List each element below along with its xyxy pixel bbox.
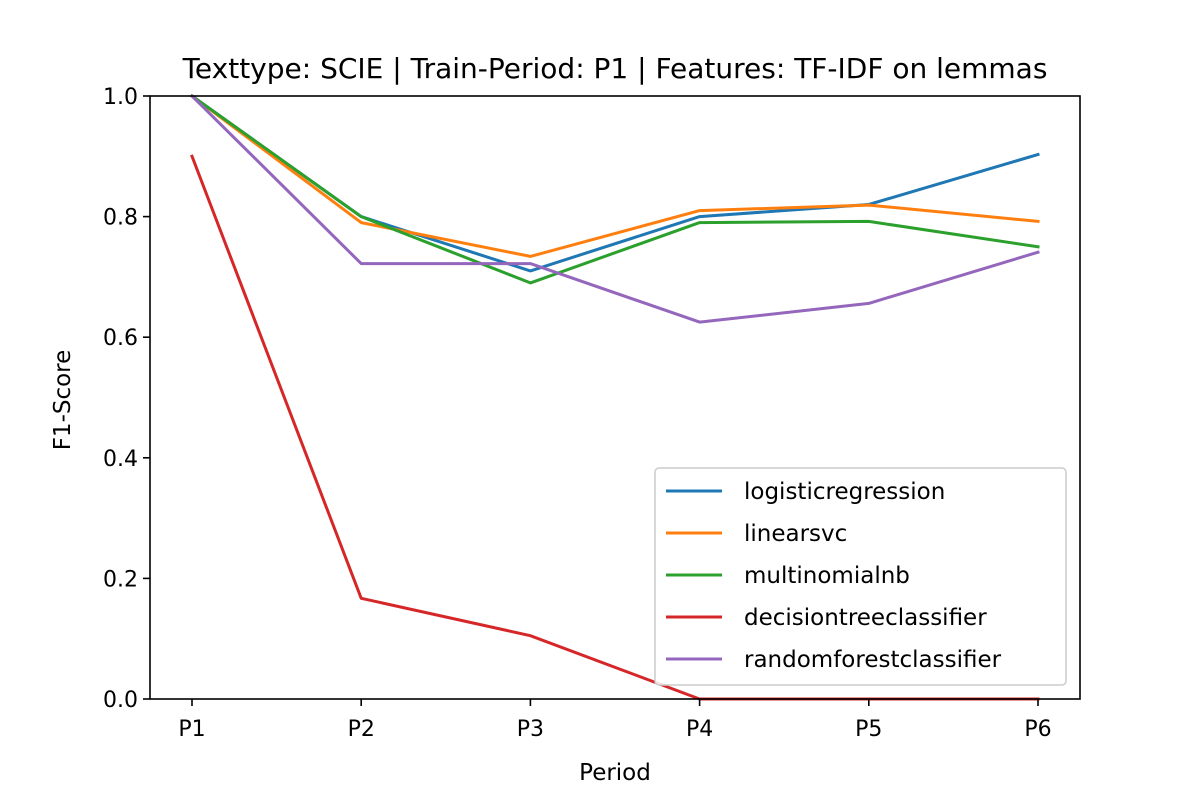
legend-label-linearsvc: linearsvc — [744, 521, 847, 547]
legend-label-decisiontreeclassifier: decisiontreeclassifier — [744, 605, 987, 631]
series-line-multinomialnb — [189, 93, 1040, 285]
x-tick-label: P5 — [855, 717, 882, 742]
series-line-logisticregression — [189, 93, 1040, 273]
series-line-linearsvc — [189, 93, 1040, 258]
legend-box — [654, 467, 1067, 686]
legend-label-multinomialnb: multinomialnb — [744, 563, 910, 589]
x-tick-label: P4 — [686, 717, 713, 742]
legend-label-randomforestclassifier: randomforestclassifier — [744, 647, 1002, 673]
x-tick-label: P2 — [348, 717, 375, 742]
x-axis: P1 P2 P3 P4 P5 P6 — [178, 699, 1052, 742]
plot-frame — [149, 95, 1081, 700]
x-axis-label: Period — [579, 760, 651, 786]
y-tick-label: 0.4 — [103, 447, 138, 472]
y-tick-label: 0.6 — [103, 326, 138, 351]
y-tick-label: 1.0 — [103, 85, 138, 110]
legend: logisticregression linearsvc multinomialnb… — [654, 467, 1067, 686]
y-tick-label: 0.2 — [103, 567, 138, 592]
x-tick-label: P6 — [1024, 717, 1051, 742]
y-tick-label: 0.0 — [103, 688, 138, 713]
y-axis: 0.0 0.2 0.4 0.6 0.8 1.0 — [103, 85, 150, 713]
y-tick-label: 0.8 — [103, 206, 138, 231]
y-axis-label: F1-Score — [50, 350, 76, 451]
x-tick-label: P3 — [517, 717, 544, 742]
series-line-randomforestclassifier — [189, 93, 1040, 324]
x-tick-label: P1 — [178, 717, 205, 742]
chart-title: Texttype: SCIE | Train-Period: P1 | Feat… — [182, 52, 1048, 85]
legend-label-logisticregression: logisticregression — [744, 479, 945, 505]
